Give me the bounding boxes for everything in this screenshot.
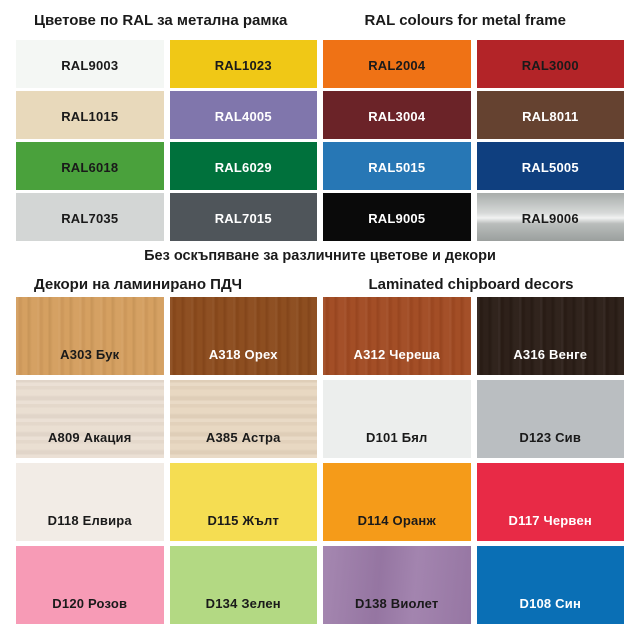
decor-swatch[interactable]: A303 Бук — [16, 297, 164, 375]
ral-colour-swatch-label: RAL6018 — [61, 160, 119, 175]
ral-colour-swatch-label: RAL9003 — [61, 58, 119, 73]
ral-colour-swatch[interactable]: RAL9006 — [476, 193, 624, 241]
decor-swatch[interactable]: D101 Бял — [323, 380, 471, 458]
ral-colour-swatch-label: RAL8011 — [522, 109, 579, 124]
ral-colour-swatch-label: RAL4005 — [214, 109, 272, 124]
decor-swatch-label: D118 Елвира — [47, 513, 132, 528]
ral-colour-swatch-label: RAL9006 — [521, 211, 579, 226]
decor-swatch-label: A303 Бук — [60, 347, 120, 362]
ral-colour-swatch-label: RAL1023 — [214, 58, 272, 73]
ral-colour-swatch-label: RAL3004 — [368, 109, 426, 124]
decor-swatch[interactable]: A385 Астра — [169, 380, 317, 458]
ral-colour-swatch-label: RAL5015 — [368, 160, 426, 175]
decor-swatch-label: D117 Червен — [508, 513, 592, 528]
ral-colour-swatch-label: RAL2004 — [368, 58, 426, 73]
decor-swatch[interactable]: A316 Венге — [476, 297, 624, 375]
ral-colour-swatch[interactable]: RAL7035 — [16, 193, 164, 241]
no-surcharge-note: Без оскъпяване за различните цветове и д… — [144, 248, 496, 264]
decor-swatch-grid: A303 Бук A318 Орех A312 Череша A316 Венге A8… — [0, 297, 640, 624]
decor-section-heading: Декори на ламинирано ПДЧ Laminated chipb… — [0, 271, 640, 297]
ral-colour-swatch[interactable]: RAL5015 — [323, 142, 471, 190]
decor-swatch-label: D115 Жълт — [207, 513, 280, 528]
ral-colour-swatch[interactable]: RAL6029 — [169, 142, 317, 190]
decor-swatch-label: A318 Орех — [208, 347, 278, 362]
ral-colour-swatch-label: RAL1015 — [61, 109, 119, 124]
ral-colour-swatch[interactable]: RAL4005 — [169, 91, 317, 139]
ral-colour-swatch[interactable]: RAL1023 — [169, 40, 317, 88]
decor-heading-english: Laminated chipboard decors — [368, 275, 574, 293]
ral-colour-swatch-label: RAL5005 — [521, 160, 579, 175]
decor-swatch-label: A316 Венге — [513, 347, 588, 362]
ral-colour-swatch[interactable]: RAL3004 — [323, 91, 471, 139]
decor-heading-bulgarian: Декори на ламинирано ПДЧ — [34, 275, 242, 293]
ral-section-heading: Цветове по RAL за метална рамка RAL colo… — [0, 0, 640, 40]
decor-swatch-label: D114 Оранж — [357, 513, 436, 528]
decor-swatch[interactable]: D117 Червен — [476, 463, 624, 541]
ral-swatch-grid: RAL9003 RAL1023 RAL2004 RAL3000 RAL1015 RAL40… — [0, 40, 640, 241]
decor-swatch-label: A809 Акация — [47, 430, 132, 445]
decor-swatch-label: D101 Бял — [366, 430, 428, 445]
decor-swatch[interactable]: A809 Акация — [16, 380, 164, 458]
ral-heading-english: RAL colours for metal frame — [364, 11, 566, 29]
decor-swatch[interactable]: D123 Сив — [476, 380, 624, 458]
ral-colour-swatch[interactable]: RAL9003 — [16, 40, 164, 88]
ral-colour-swatch-label: RAL7035 — [61, 211, 119, 226]
decor-swatch[interactable]: D138 Виолет — [323, 546, 471, 624]
decor-swatch[interactable]: D120 Розов — [16, 546, 164, 624]
ral-colour-swatch[interactable]: RAL6018 — [16, 142, 164, 190]
decor-swatch-label: D108 Син — [519, 596, 582, 611]
decor-swatch[interactable]: D134 Зелен — [169, 546, 317, 624]
ral-colour-swatch[interactable]: RAL5005 — [476, 142, 624, 190]
ral-colour-swatch-label: RAL3000 — [521, 58, 579, 73]
ral-colour-swatch-label: RAL9005 — [368, 211, 426, 226]
ral-colour-swatch[interactable]: RAL9005 — [323, 193, 471, 241]
decor-swatch-label: D120 Розов — [52, 596, 128, 611]
ral-colour-swatch[interactable]: RAL2004 — [323, 40, 471, 88]
ral-colour-swatch[interactable]: RAL8011 — [476, 91, 624, 139]
decor-swatch[interactable]: A318 Орех — [169, 297, 317, 375]
ral-heading-bulgarian: Цветове по RAL за метална рамка — [34, 11, 288, 29]
decor-swatch-label: D123 Сив — [519, 430, 582, 445]
decor-swatch[interactable]: D115 Жълт — [169, 463, 317, 541]
ral-colour-swatch[interactable]: RAL7015 — [169, 193, 317, 241]
decor-swatch-label: A312 Череша — [353, 347, 440, 362]
decor-swatch[interactable]: D114 Оранж — [323, 463, 471, 541]
decor-swatch-label: D134 Зелен — [205, 596, 281, 611]
decor-swatch[interactable]: D118 Елвира — [16, 463, 164, 541]
ral-colour-swatch[interactable]: RAL1015 — [16, 91, 164, 139]
decor-swatch-label: D138 Виолет — [355, 596, 439, 611]
ral-colour-swatch[interactable]: RAL3000 — [476, 40, 624, 88]
decor-swatch-label: A385 Астра — [205, 430, 281, 445]
decor-swatch[interactable]: A312 Череша — [323, 297, 471, 375]
ral-colour-swatch-label: RAL7015 — [214, 211, 272, 226]
decor-swatch[interactable]: D108 Син — [476, 546, 624, 624]
ral-colour-swatch-label: RAL6029 — [214, 160, 272, 175]
